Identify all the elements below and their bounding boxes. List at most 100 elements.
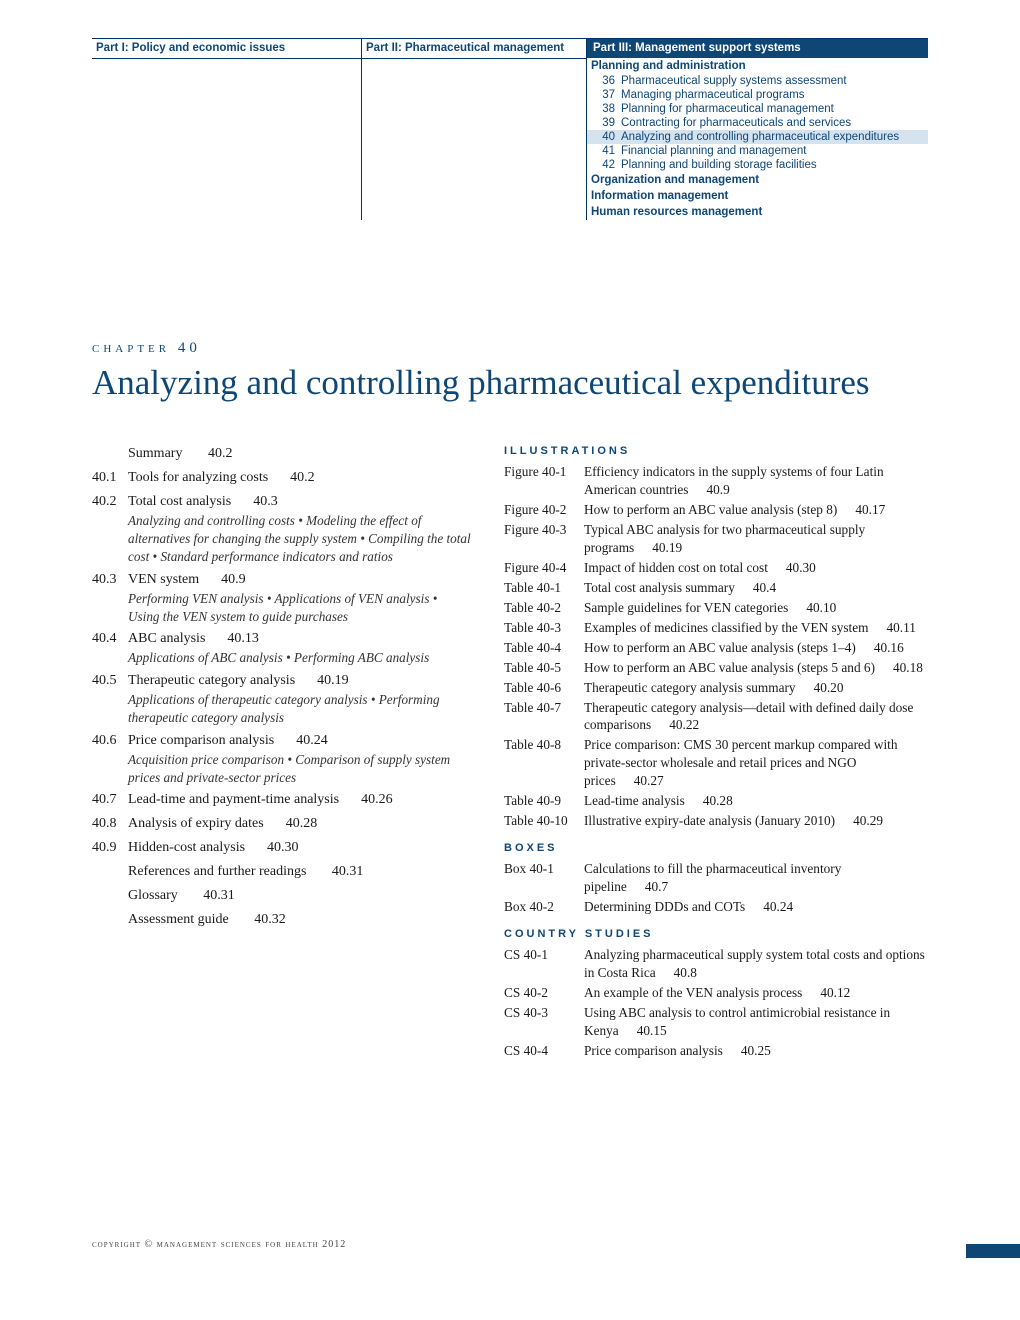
toc-s7: 40.7Lead-time and payment-time analysis4… — [92, 789, 472, 810]
toc-page: 40.9 — [221, 572, 246, 587]
nav-part1: Part I: Policy and economic issues — [92, 39, 362, 220]
toc-s3: 40.3VEN system 40.9 Performing VEN analysi… — [92, 569, 472, 626]
table-text: Examples of medicines classified by the … — [584, 620, 868, 635]
figure-label: Figure 40-3 — [504, 521, 584, 557]
toc-s6: 40.6Price comparison analysis40.24Acquis… — [92, 730, 472, 787]
toc-page: 40.24 — [296, 733, 328, 748]
table-page: 40.29 — [853, 813, 883, 828]
toc-title: Price comparison analysis — [128, 733, 274, 748]
nav-section-hr: Human resources management — [587, 204, 928, 220]
toc-page: 40.3 — [253, 494, 278, 509]
toc-title: Therapeutic category analysis — [128, 673, 295, 688]
toc-title: Tools for analyzing costs — [128, 470, 268, 485]
nav-section-planning: Planning and administration — [587, 58, 928, 74]
nav-item-42[interactable]: 42 Planning and building storage faciliti… — [587, 158, 928, 172]
toc-title: Total cost analysis — [128, 494, 231, 509]
nav-part2: Part II: Pharmaceutical management — [362, 39, 587, 220]
box-label: Box 40-2 — [504, 898, 584, 916]
table-page: 40.27 — [634, 773, 664, 788]
toc-assess-page: 40.32 — [254, 912, 286, 927]
figure-label: Figure 40-1 — [504, 463, 584, 499]
lists-column: illustrations Figure 40-1Efficiency indi… — [504, 443, 928, 1061]
figure-page: 40.30 — [786, 560, 816, 575]
table-label: Table 40-4 — [504, 639, 584, 657]
toc-num: 40.8 — [92, 813, 128, 834]
toc-s1: 40.1Tools for analyzing costs 40.2 — [92, 467, 472, 488]
toc-s2: 40.2Total cost analysis 40.3 Analyzing and… — [92, 491, 472, 565]
table-row: Table 40-9Lead-time analysis40.28 — [504, 792, 928, 810]
box-row: Box 40-2Determining DDDs and COTs40.24 — [504, 898, 928, 916]
chapter-title: Analyzing and controlling pharmaceutical… — [92, 363, 928, 403]
nav-part3-label: Part III: Management support systems — [587, 39, 928, 58]
nav-item-label: Managing pharmaceutical programs — [621, 89, 804, 101]
nav-item-39[interactable]: 39Contracting for pharmaceuticals and se… — [587, 116, 928, 130]
table-label: Table 40-2 — [504, 599, 584, 617]
corner-block — [966, 1244, 1020, 1258]
cs-page: 40.12 — [820, 985, 850, 1000]
nav-item-label: Planning and building storage facilities — [621, 159, 817, 171]
toc-num: 40.7 — [92, 789, 128, 810]
figure-text: How to perform an ABC value analysis (st… — [584, 502, 837, 517]
toc-page: 40.2 — [290, 470, 315, 485]
cs-page: 40.25 — [741, 1043, 771, 1058]
toc-page: 40.30 — [267, 840, 299, 855]
toc-assess-title: Assessment guide — [128, 912, 229, 927]
box-page: 40.7 — [645, 879, 668, 894]
figure-row: Figure 40-1Efficiency indicators in the … — [504, 463, 928, 499]
toc-num: 40.2 — [92, 491, 128, 565]
nav-part3: Part III: Management support systems Pla… — [587, 39, 928, 220]
nav-item-label: Pharmaceutical supply systems assessment — [621, 75, 847, 87]
table-row: Table 40-8Price comparison: CMS 30 perce… — [504, 736, 928, 790]
toc-title: VEN system — [128, 572, 199, 587]
table-text: Illustrative expiry-date analysis (Janua… — [584, 813, 835, 828]
cs-text: Price comparison analysis — [584, 1043, 723, 1058]
figure-text: Efficiency indicators in the supply syst… — [584, 464, 884, 497]
toc-num: 40.5 — [92, 670, 128, 727]
nav-item-40[interactable]: 40Analyzing and controlling pharmaceutic… — [587, 130, 928, 144]
cs-label: CS 40-3 — [504, 1004, 584, 1040]
table-row: Table 40-4How to perform an ABC value an… — [504, 639, 928, 657]
figure-row: Figure 40-3Typical ABC analysis for two … — [504, 521, 928, 557]
toc-sub: Performing VEN analysis • Applications o… — [128, 590, 472, 626]
nav-item-37[interactable]: 37Managing pharmaceutical programs — [587, 88, 928, 102]
nav-item-num: 42 — [591, 159, 615, 171]
toc-glossary: Glossary 40.31 — [92, 885, 472, 906]
hdr-boxes: boxes — [504, 842, 928, 854]
figure-row: Figure 40-4Impact of hidden cost on tota… — [504, 559, 928, 577]
cs-page: 40.15 — [637, 1023, 667, 1038]
toc-column: Summary 40.2 40.1Tools for analyzing cos… — [92, 443, 472, 1061]
nav-section-info: Information management — [587, 188, 928, 204]
table-text: Price comparison: CMS 30 percent markup … — [584, 737, 898, 788]
toc-sub: Applications of ABC analysis • Performin… — [128, 649, 472, 667]
nav-item-num: 39 — [591, 117, 615, 129]
nav-part2-label: Part II: Pharmaceutical management — [362, 39, 586, 59]
toc-page: 40.28 — [286, 816, 318, 831]
toc-sub: Applications of therapeutic category ana… — [128, 691, 472, 727]
nav-item-label: Financial planning and management — [621, 145, 806, 157]
table-row: Table 40-6Therapeutic category analysis … — [504, 679, 928, 697]
nav-item-41[interactable]: 41Financial planning and management — [587, 144, 928, 158]
toc-glossary-title: Glossary — [128, 888, 178, 903]
table-row: Table 40-7Therapeutic category analysis—… — [504, 699, 928, 735]
nav-section-org: Organization and management — [587, 172, 928, 188]
toc-s8: 40.8Analysis of expiry dates40.28 — [92, 813, 472, 834]
nav-item-38[interactable]: 38Planning for pharmaceutical management — [587, 102, 928, 116]
hdr-country-studies: country studies — [504, 928, 928, 940]
table-text: Total cost analysis summary — [584, 580, 735, 595]
toc-sub: Analyzing and controlling costs • Modeli… — [128, 512, 472, 565]
table-label: Table 40-5 — [504, 659, 584, 677]
nav-item-36[interactable]: 36Pharmaceutical supply systems assessme… — [587, 74, 928, 88]
cs-label: CS 40-1 — [504, 946, 584, 982]
table-page: 40.11 — [886, 620, 915, 635]
figure-text: Typical ABC analysis for two pharmaceuti… — [584, 522, 865, 555]
nav-item-num: 38 — [591, 103, 615, 115]
toc-num: 40.4 — [92, 628, 128, 667]
toc-title: ABC analysis — [128, 631, 205, 646]
toc-assess: Assessment guide 40.32 — [92, 909, 472, 930]
toc-num: 40.3 — [92, 569, 128, 626]
toc-num: 40.1 — [92, 467, 128, 488]
chapter-label: chapter 40 — [92, 340, 928, 357]
table-label: Table 40-1 — [504, 579, 584, 597]
toc-sub: Acquisition price comparison • Compariso… — [128, 751, 472, 787]
toc-s4: 40.4ABC analysis40.13Applications of ABC… — [92, 628, 472, 667]
